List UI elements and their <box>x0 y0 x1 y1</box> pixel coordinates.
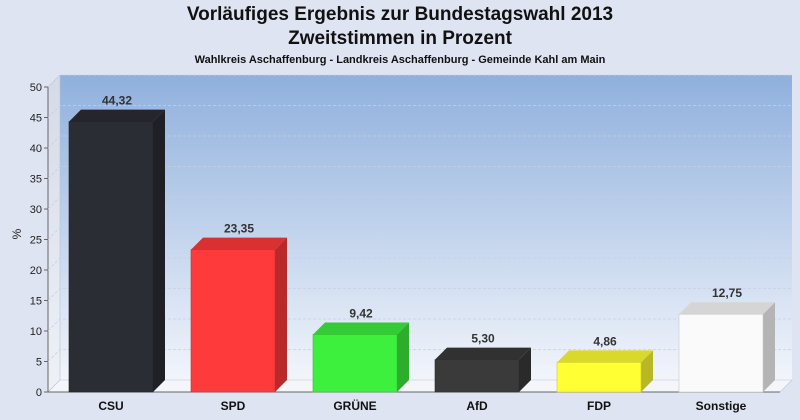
bar-fdp <box>556 350 653 393</box>
gridline <box>47 349 792 362</box>
gridline <box>47 74 792 88</box>
y-tick-label: 50 <box>30 82 42 94</box>
bar-grüne <box>312 322 409 393</box>
gridline <box>47 227 792 240</box>
bar-top <box>69 109 165 122</box>
bar-side <box>397 322 409 392</box>
chart-title: Vorläufiges Ergebnis zur Bundestagswahl … <box>186 4 614 25</box>
gridline <box>47 196 792 210</box>
bar-front <box>678 313 764 393</box>
bar-front <box>434 359 520 393</box>
bar-side <box>641 350 653 392</box>
x-tick-label: SPD <box>221 399 246 413</box>
bar-front <box>312 334 398 393</box>
data-label: 5,30 <box>471 332 495 346</box>
bar-sonstige <box>678 302 775 393</box>
bar-front <box>68 121 154 393</box>
chart-region-caption: Wahlkreis Aschaffenburg - Landkreis Asch… <box>194 54 606 66</box>
chart-subtitle: Zweitstimmen in Prozent <box>288 28 512 49</box>
gridline <box>47 318 792 332</box>
bar-top <box>191 237 287 250</box>
bar-top <box>313 322 409 335</box>
gridline <box>47 257 792 271</box>
bar-side <box>519 347 531 392</box>
y-tick-label: 0 <box>36 387 42 399</box>
gridline <box>47 105 792 118</box>
y-tick-label: 35 <box>30 174 42 186</box>
x-tick-label: AfD <box>466 399 488 413</box>
data-label: 9,42 <box>349 307 373 321</box>
y-tick-label: 30 <box>30 204 42 216</box>
y-tick-label: 5 <box>36 357 42 369</box>
bar-spd <box>190 237 287 393</box>
y-tick-label: 45 <box>30 113 42 125</box>
x-tick-label: CSU <box>98 399 123 413</box>
y-axis-label: % <box>10 228 24 239</box>
x-tick-label: FDP <box>587 399 611 413</box>
data-label: 4,86 <box>593 334 617 348</box>
y-tick-label: 40 <box>30 143 42 155</box>
gridline <box>47 166 792 179</box>
bar-side <box>275 237 287 392</box>
plot-side-wall <box>47 74 61 393</box>
x-tick-label: Sonstige <box>696 399 747 413</box>
y-tick-label: 20 <box>30 265 42 277</box>
data-label: 44,32 <box>102 94 132 108</box>
bar-front <box>556 362 642 393</box>
bar-top <box>557 350 653 363</box>
y-tick-label: 15 <box>30 296 42 308</box>
gridline <box>47 135 792 149</box>
bar-front <box>190 249 276 393</box>
bar-side <box>763 302 775 392</box>
bar-csu <box>68 109 165 393</box>
x-tick-label: GRÜNE <box>333 398 376 413</box>
bar-top <box>679 302 775 315</box>
bar-afd <box>434 347 531 393</box>
gridline <box>47 288 792 301</box>
bar-top <box>435 347 531 360</box>
data-label: 23,35 <box>224 222 254 236</box>
bar-side <box>153 109 165 392</box>
y-tick-label: 25 <box>30 235 42 247</box>
data-label: 12,75 <box>712 286 742 300</box>
y-tick-label: 10 <box>30 326 42 338</box>
